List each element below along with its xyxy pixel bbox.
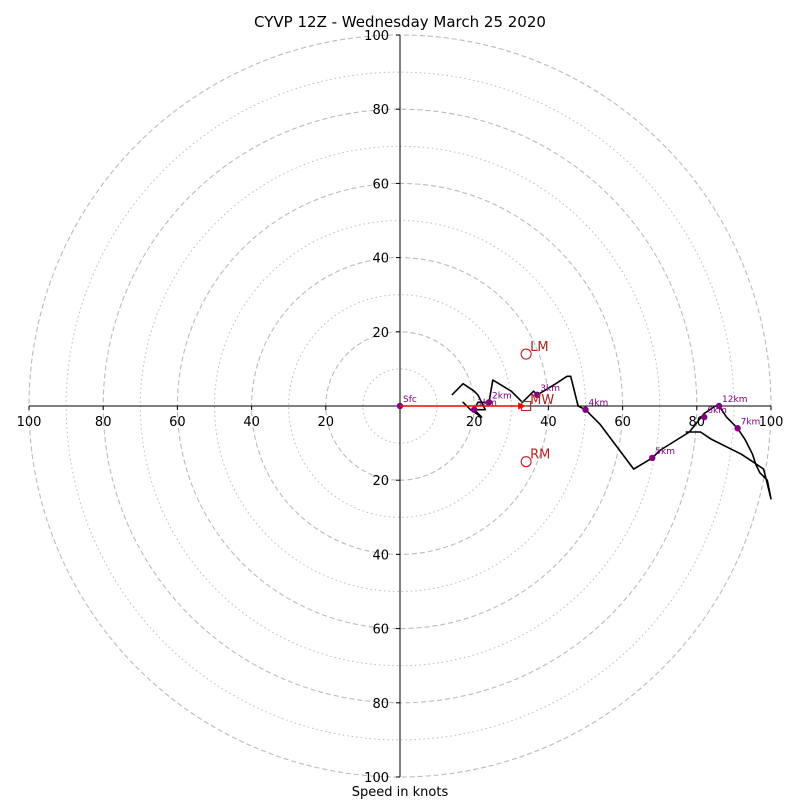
x-tick-label: 100 [759, 415, 784, 430]
tick-labels: 100 80 60 40 20 20 40 60 80 100100806040202040608… [17, 29, 784, 786]
motion-marker-MW [521, 400, 532, 412]
x-tick-label: 60 [169, 415, 186, 430]
x-tick-label: 40 [243, 415, 260, 430]
x-tick-label: 40 [540, 415, 557, 430]
storm-motion-markers: LM RM MW [400, 340, 554, 468]
height-label-3km: 3km [540, 384, 560, 394]
height-markers: Sfc1km2km3km4km5km6km7km12km [396, 384, 761, 462]
y-tick-label: 20 [372, 326, 389, 341]
height-marker-7km [734, 425, 741, 432]
motion-label-LM: LM [530, 340, 548, 355]
x-tick-label: 60 [614, 415, 631, 430]
height-label-6km: 6km [707, 406, 727, 416]
height-label-4km: 4km [589, 399, 609, 409]
height-marker-3km [534, 391, 541, 399]
x-axis-label: Speed in knots [352, 785, 449, 800]
height-label-7km: 7km [741, 417, 761, 427]
height-marker-5km [649, 454, 656, 462]
y-tick-label: 60 [372, 623, 389, 638]
motion-marker-RM [520, 456, 532, 468]
height-marker-4km [582, 406, 589, 413]
x-tick-label: 20 [466, 415, 483, 430]
motion-marker-LM [520, 348, 532, 360]
y-tick-label: 20 [372, 474, 389, 489]
y-tick-label: 80 [372, 103, 389, 118]
y-tick-label: 100 [364, 771, 389, 786]
height-marker-12km [715, 402, 723, 410]
chart-title: CYVP 12Z - Wednesday March 25 2020 [254, 13, 546, 31]
height-marker-2km [485, 399, 493, 406]
height-marker-6km [701, 413, 708, 421]
y-tick-label: 60 [372, 177, 389, 192]
x-tick-label: 20 [318, 415, 335, 430]
height-label-12km: 12km [722, 395, 747, 405]
y-tick-label: 80 [372, 697, 389, 712]
motion-label-RM: RM [530, 448, 550, 463]
y-tick-label: 40 [372, 252, 389, 267]
height-label-Sfc: Sfc [403, 395, 417, 405]
y-tick-label: 100 [364, 29, 389, 44]
x-tick-label: 80 [95, 415, 112, 430]
height-label-5km: 5km [655, 447, 675, 457]
height-marker-1km [471, 406, 478, 413]
x-tick-label: 100 [17, 415, 42, 430]
motion-label-MW: MW [530, 393, 554, 408]
height-label-2km: 2km [492, 391, 512, 401]
y-tick-label: 40 [372, 548, 389, 563]
